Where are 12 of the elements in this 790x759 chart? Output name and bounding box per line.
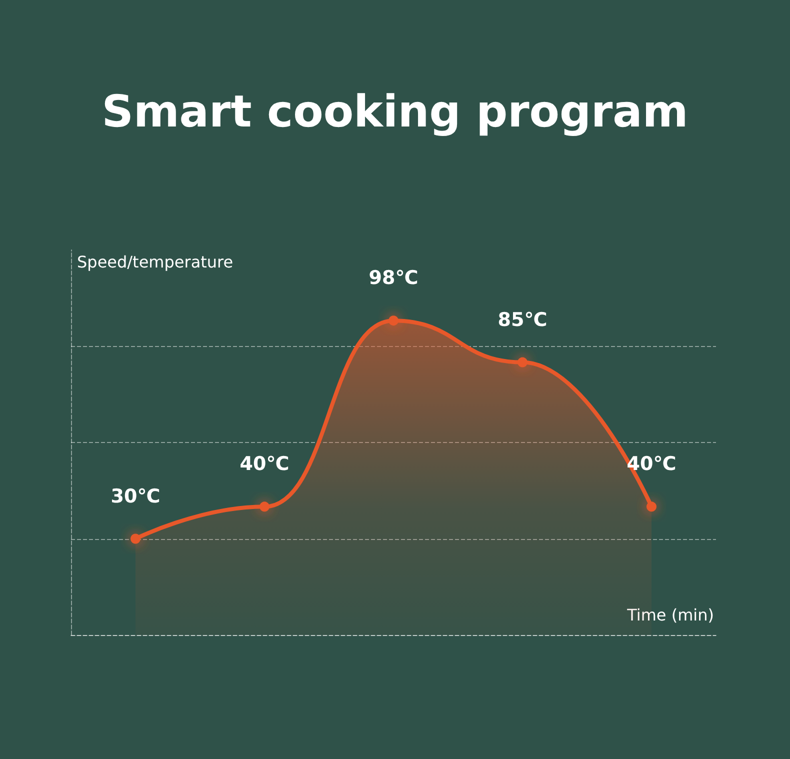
- point: [130, 534, 140, 544]
- x-axis-title: Time (min): [626, 606, 714, 624]
- data-label: 40℃: [240, 453, 290, 476]
- point: [646, 502, 656, 512]
- chart-title: Smart cooking program: [102, 86, 688, 138]
- point: [260, 502, 270, 512]
- data-label: 98℃: [368, 267, 418, 290]
- point: [518, 357, 528, 368]
- y-axis-title: Speed/temperature: [77, 252, 234, 272]
- data-label: 85℃: [498, 308, 548, 331]
- point: [388, 316, 398, 326]
- data-label: 30℃: [110, 485, 160, 508]
